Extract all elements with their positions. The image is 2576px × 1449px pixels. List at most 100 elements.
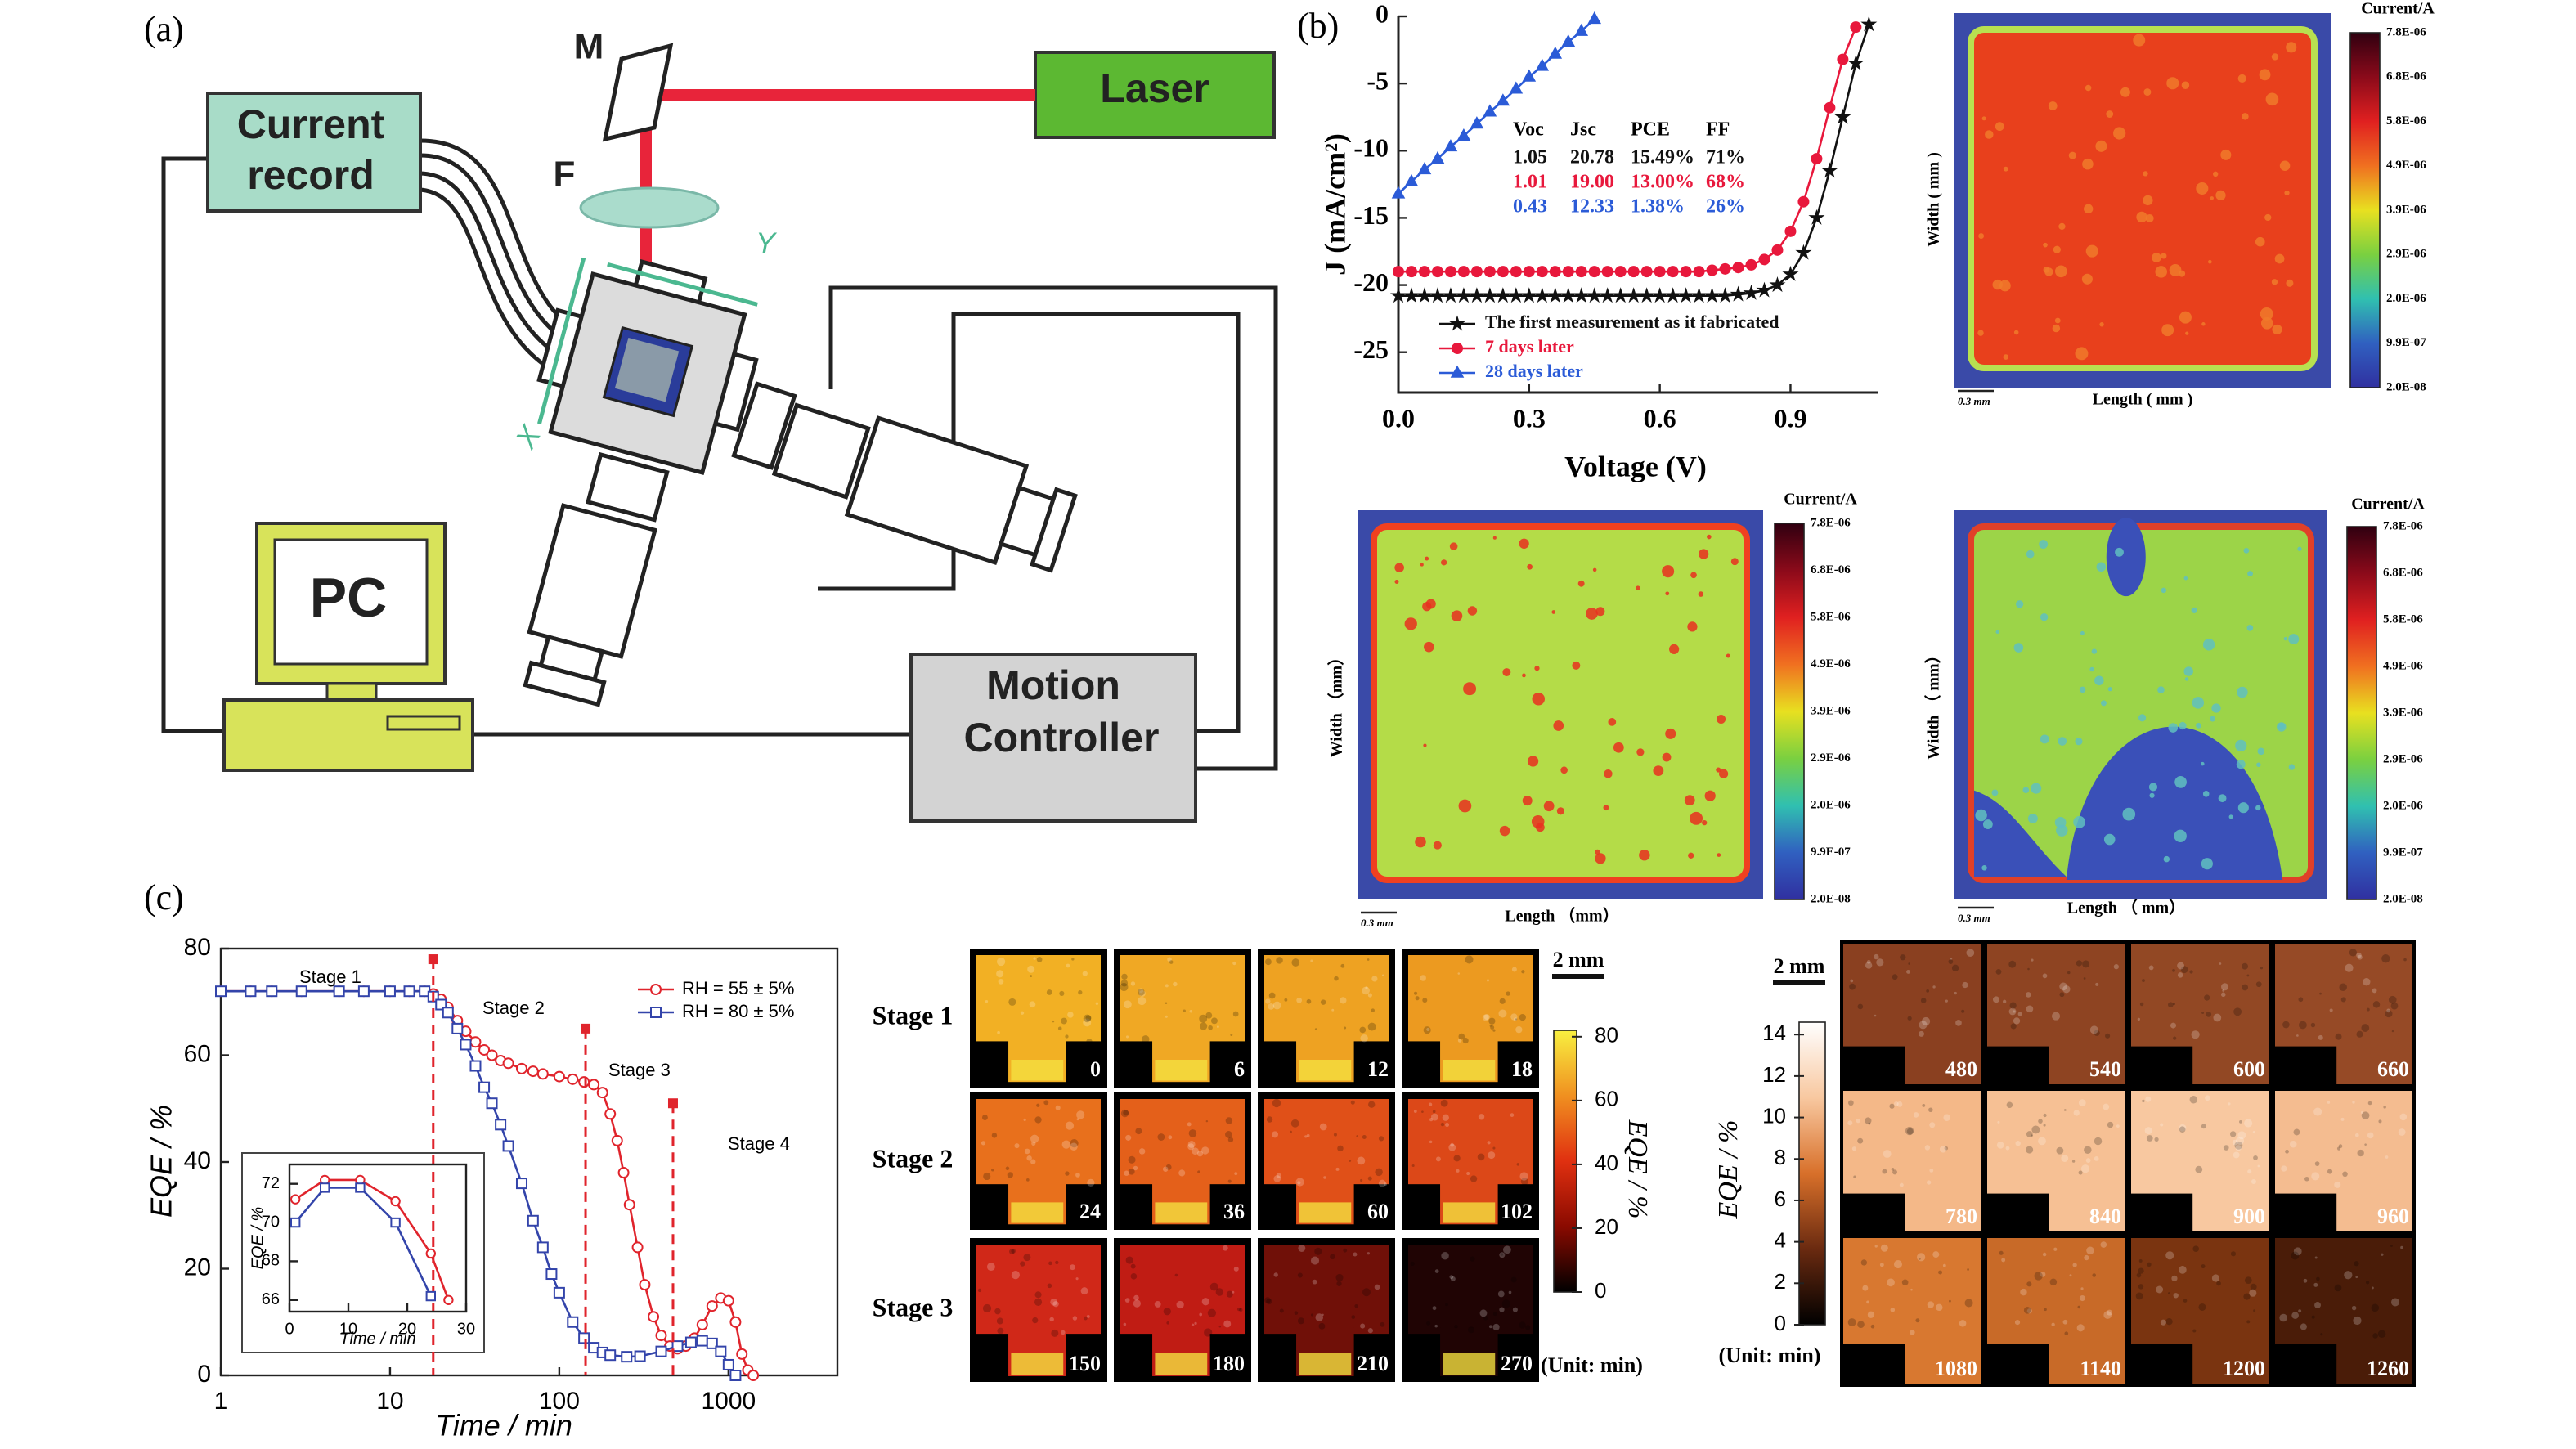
tile-speckle [1927,1180,1932,1185]
tile-speckle [1075,1277,1079,1281]
tile-speckle [2257,1164,2260,1168]
x-tick-label: 0.6 [1644,404,1676,433]
tile-speckle [1874,1245,1878,1248]
tile-speckle [2146,1135,2153,1142]
tile-label: 150 [1069,1352,1101,1375]
tile-label: 180 [1213,1352,1245,1375]
tile-speckle [1331,1008,1335,1012]
colorbar-tick-label: 9.9E-07 [2386,336,2426,349]
map-spot [2256,762,2261,767]
colorbar-tick-label: 2.9E-06 [2383,752,2423,765]
tile-speckle [1497,1290,1505,1298]
tile-speckle [1860,1259,1868,1266]
map-spot [2079,686,2086,693]
map-spot [1425,556,1429,561]
map-spot [2260,307,2273,321]
tile-speckle [1188,1129,1197,1137]
map-spot [1420,563,1424,567]
tile-sample [976,955,1101,1042]
marker [1549,266,1561,278]
marker [1821,162,1838,178]
current-record-label: record [247,152,375,198]
map-spot [2201,858,2213,870]
tile-notch [2272,1344,2337,1387]
tile-speckle [1359,1026,1367,1034]
marker [1834,108,1851,124]
tile-speckle [2311,1172,2320,1181]
tile-speckle [1892,1169,1898,1175]
tile-speckle [1848,1100,1854,1106]
map-spot [2228,814,2233,819]
tile-speckle [2092,1273,2097,1277]
table-cell: 1.05 [1513,147,1547,168]
tile-speckle [1230,1034,1233,1036]
tile-speckle [1465,955,1474,964]
map-spot [2181,81,2190,90]
marker [1769,276,1786,293]
tile-speckle [1216,1025,1219,1029]
table-cell: 12.33 [1570,196,1614,218]
marker [1510,266,1522,278]
scale-label: 0.3 mm [1958,395,1990,407]
motion-controller-label: Controller [964,715,1160,760]
tile-speckle [1043,1100,1049,1106]
tile-speckle [1942,1263,1946,1267]
tile-notch [2128,1046,2193,1088]
map-spot [2058,222,2066,230]
tile-speckle [1936,1303,1943,1312]
colorbar-tick-label: 20 [1595,1214,1618,1239]
tile-speckle [2314,1256,2318,1259]
tile-speckle [1138,996,1147,1006]
tile-speckle [1323,1176,1326,1179]
tile-speckle [1173,981,1178,987]
map-spot [2286,279,2294,287]
tile-speckle [1367,1022,1376,1031]
tile-speckle [2230,1251,2237,1257]
tile-speckle [2228,1102,2231,1106]
tile-speckle [2056,1146,2064,1155]
tile-speckle [1510,1276,1517,1283]
y-tick-label: 40 [184,1147,211,1174]
tile-speckle [1847,1318,1856,1326]
marker [495,1119,507,1131]
tile-speckle [1506,991,1510,996]
marker [1497,266,1509,278]
tile-speckle [1272,1098,1281,1108]
tile-speckle [1851,1146,1857,1151]
colorbar-tick-label: 14 [1762,1021,1786,1045]
marker [1706,264,1718,276]
tile-speckle [1961,1009,1965,1013]
tile-speckle [1378,1179,1386,1187]
tile-speckle [1924,1145,1931,1151]
tile-speckle [1187,1143,1195,1151]
map-spot [2084,204,2094,214]
map-x-label: Length （mm） [1505,907,1618,926]
map-spot [2022,787,2030,794]
tile-speckle [2293,1128,2300,1136]
tile-speckle [1070,1264,1075,1271]
marker [553,1286,565,1299]
map-spot [1499,825,1510,837]
wire [161,156,224,733]
tile-speckle [2013,1010,2016,1013]
tile-speckle [2136,1272,2142,1278]
tile-notch [1840,1046,1905,1088]
tile-speckle [997,1327,1004,1335]
tile-speckle [985,999,989,1003]
marker [1418,266,1430,278]
tile-speckle [1024,1148,1030,1155]
tile-speckle [1187,1122,1192,1127]
map-spot [1613,742,1624,753]
tile-speckle [1183,1009,1186,1012]
tile-speckle [2390,1245,2393,1247]
tile-speckle [2223,1145,2229,1151]
map-spot [2235,739,2247,752]
colorbar-title: Current/A [1784,491,1857,509]
optic-part [523,660,607,707]
tile-speckle [1992,996,1999,1003]
map-spot [2212,171,2219,177]
tile-speckle [1085,1015,1092,1021]
marker [486,1097,498,1110]
tile-speckle [2335,1033,2342,1040]
tile-speckle [2095,982,2099,986]
